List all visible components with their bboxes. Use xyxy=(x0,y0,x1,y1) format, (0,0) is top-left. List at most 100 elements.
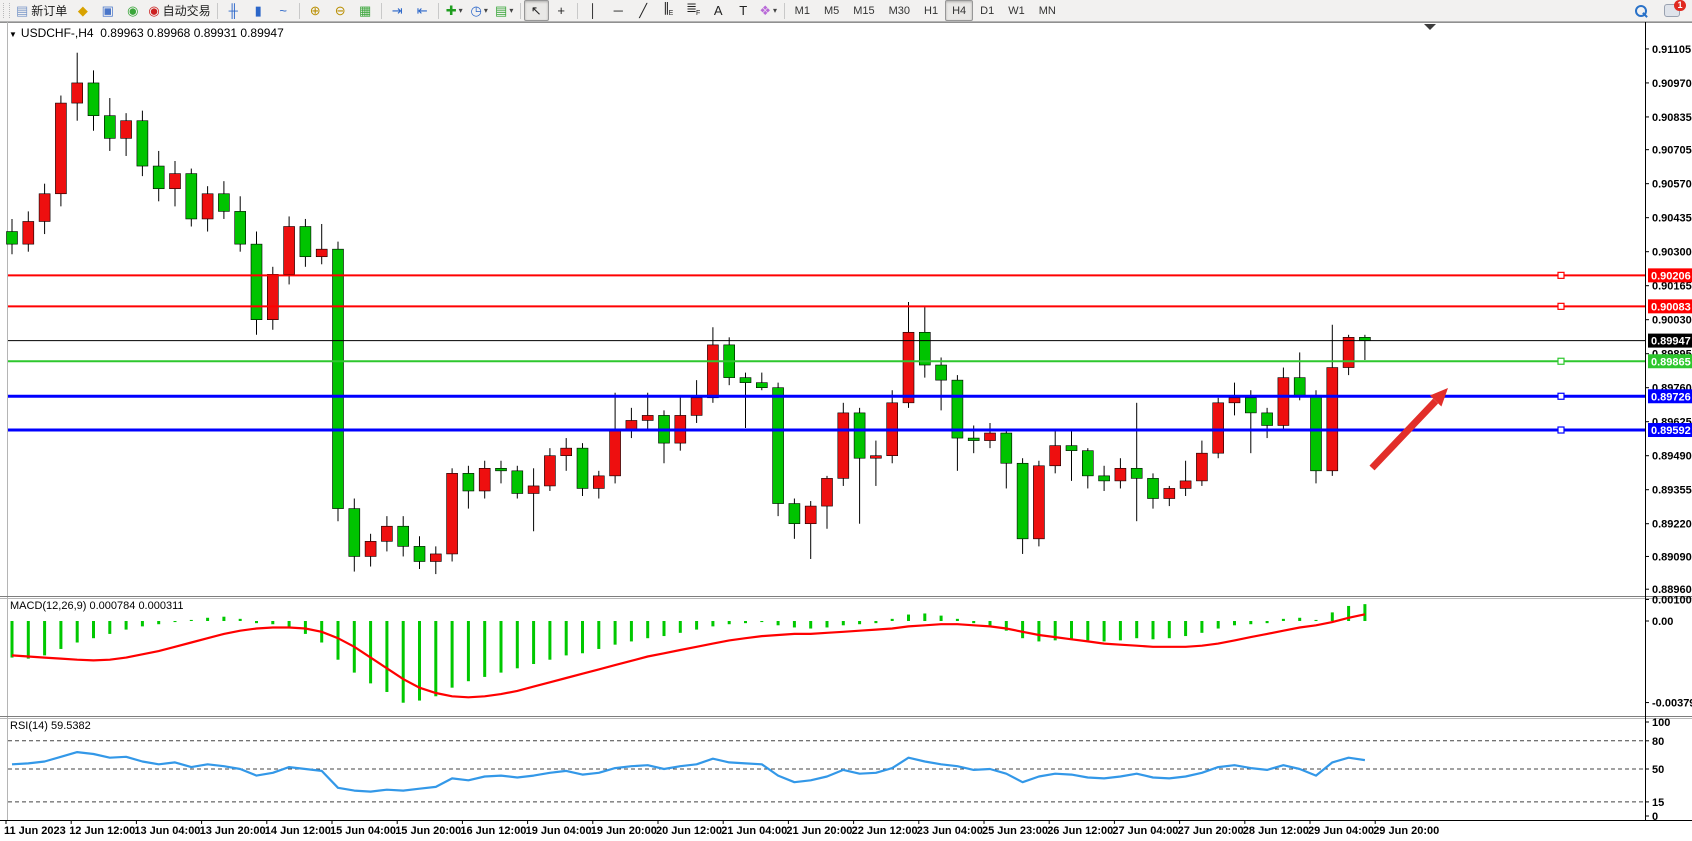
trendline-button[interactable]: ╱ xyxy=(631,0,656,21)
periods-button[interactable]: ◷ ▾ xyxy=(467,0,492,21)
svg-text:0.89726: 0.89726 xyxy=(1651,391,1691,403)
candle xyxy=(348,498,361,572)
trendline-icon: ╱ xyxy=(639,3,648,18)
data-window-button[interactable]: ▣ xyxy=(95,0,120,21)
timeframe-mn[interactable]: MN xyxy=(1032,0,1063,21)
svg-text:0.00: 0.00 xyxy=(1652,616,1673,628)
price-axis[interactable]: 0.91105 0.90970 0.90835 0.90705 0.90570 0.904… xyxy=(1645,44,1692,596)
one-click-trading-toggle[interactable]: ▼ xyxy=(9,30,17,39)
timeframe-d1[interactable]: D1 xyxy=(973,0,1001,21)
svg-text:19 Jun 20:00: 19 Jun 20:00 xyxy=(591,825,657,837)
fibonacci-button[interactable]: ≣F xyxy=(681,0,706,21)
candle xyxy=(218,181,230,219)
toolbar-separator xyxy=(216,2,218,19)
svg-text:14 Jun 12:00: 14 Jun 12:00 xyxy=(265,825,331,837)
templates-button[interactable]: ▤ ▾ xyxy=(492,0,517,21)
svg-text:-0.003793: -0.003793 xyxy=(1652,698,1692,710)
notifications-button[interactable]: 1 xyxy=(1659,0,1686,21)
chart-shift-button[interactable]: ⇤ xyxy=(410,0,435,21)
charts-button[interactable]: ◆ xyxy=(70,0,95,21)
toolbar-separator xyxy=(783,2,785,19)
broadcast-icon: ◉ xyxy=(127,3,139,18)
toolbar-grip[interactable] xyxy=(3,3,10,18)
hline-objects[interactable] xyxy=(8,271,1645,434)
candle xyxy=(87,70,100,131)
candle xyxy=(1359,334,1371,360)
candle xyxy=(283,216,295,285)
candle xyxy=(152,150,165,202)
svg-text:15 Jun 04:00: 15 Jun 04:00 xyxy=(330,825,396,837)
timeframe-m5[interactable]: M5 xyxy=(817,0,846,21)
chevron-down-icon[interactable]: ▾ xyxy=(483,6,488,15)
svg-text:0.88960: 0.88960 xyxy=(1652,584,1692,596)
rsi-value: 59.5382 xyxy=(50,720,91,732)
candle xyxy=(55,95,67,207)
svg-text:27 Jun 04:00: 27 Jun 04:00 xyxy=(1112,825,1178,837)
svg-text:0.91105: 0.91105 xyxy=(1652,44,1691,56)
candles-icon: ▮ xyxy=(254,3,262,18)
line-handle[interactable] xyxy=(1557,271,1565,279)
autotrading-button-label: 自动交易 xyxy=(162,4,211,18)
candle xyxy=(935,357,947,411)
line-handle[interactable] xyxy=(1557,357,1565,365)
chevron-down-icon[interactable]: ▾ xyxy=(509,6,514,15)
signals-button[interactable]: ◉ xyxy=(120,0,145,21)
rsi-axis: 100 80 50 15 0 xyxy=(1645,717,1670,823)
candle xyxy=(136,110,149,177)
auto-scroll-button[interactable]: ⇥ xyxy=(385,0,410,21)
search-button[interactable] xyxy=(1628,0,1653,21)
candle xyxy=(1130,402,1143,522)
candlestick-chart-button[interactable]: ▮ xyxy=(246,0,271,21)
new-order-button[interactable]: ▤ 新订单 xyxy=(13,0,70,21)
indicators-button[interactable]: ✚ ▾ xyxy=(442,0,467,21)
svg-text:29 Jun 04:00: 29 Jun 04:00 xyxy=(1308,825,1374,837)
zoom-out-button[interactable]: ⊖ xyxy=(328,0,353,21)
ohlc-values-label: 0.89963 0.89968 0.89931 0.89947 xyxy=(100,26,284,40)
timeframe-m15[interactable]: M15 xyxy=(846,0,881,21)
line-icon: ~ xyxy=(279,3,287,18)
svg-text:0.89947: 0.89947 xyxy=(1651,336,1691,348)
zoom-in-button[interactable]: ⊕ xyxy=(303,0,328,21)
tile-windows-button[interactable]: ▦ xyxy=(353,0,378,21)
timeframe-h4[interactable]: H4 xyxy=(945,0,974,21)
line-handle[interactable] xyxy=(1557,302,1565,310)
vertical-line-button[interactable]: │ xyxy=(581,0,606,21)
bar-chart-button[interactable]: ╫ xyxy=(221,0,246,21)
candle xyxy=(1147,473,1159,509)
candle xyxy=(674,395,687,451)
chevron-down-icon[interactable]: ▾ xyxy=(772,6,777,15)
line-chart-button[interactable]: ~ xyxy=(271,0,296,21)
svg-text:28 Jun 12:00: 28 Jun 12:00 xyxy=(1243,825,1309,837)
timeframe-m30-label: M30 xyxy=(888,4,911,17)
channel-button[interactable]: ∥E xyxy=(656,0,681,21)
chevron-down-icon[interactable]: ▾ xyxy=(458,6,463,15)
timeframe-h1[interactable]: H1 xyxy=(917,0,945,21)
rsi-indicator-label: RSI(14) 59.5382 xyxy=(10,720,91,732)
hline-icon: ─ xyxy=(613,3,623,18)
svg-text:0.90970: 0.90970 xyxy=(1652,78,1692,90)
macd-signal-line xyxy=(11,613,1366,699)
template-icon: ▤ xyxy=(495,3,508,18)
arrows-button[interactable]: ❖ ▾ xyxy=(756,0,781,21)
zoom-in-icon: ⊕ xyxy=(309,3,321,18)
timeframe-w1[interactable]: W1 xyxy=(1001,0,1032,21)
text-label-button[interactable]: T xyxy=(731,0,756,21)
timeframe-m30[interactable]: M30 xyxy=(882,0,917,21)
text-button[interactable]: A xyxy=(706,0,731,21)
candle xyxy=(1016,458,1029,554)
line-handle[interactable] xyxy=(1557,426,1565,434)
chart-shift-marker[interactable] xyxy=(1424,24,1436,30)
cursor-button[interactable]: ↖ xyxy=(523,0,549,21)
line-handle[interactable] xyxy=(1557,392,1565,400)
horizontal-line-button[interactable]: ─ xyxy=(606,0,631,21)
time-axis[interactable]: 11 Jun 2023 12 Jun 12:00 13 Jun 04:00 13 Ju… xyxy=(4,820,1439,837)
rsi-name: RSI(14) xyxy=(10,720,48,732)
autotrading-button[interactable]: ◉ 自动交易 xyxy=(145,0,213,21)
timeframe-m1[interactable]: M1 xyxy=(788,0,817,21)
auto-scroll-icon: ⇥ xyxy=(391,3,403,18)
fibonacci-icon: ≣F xyxy=(686,0,701,18)
svg-text:50: 50 xyxy=(1652,764,1664,776)
crosshair-button[interactable]: + xyxy=(549,0,574,21)
annotation-arrow[interactable] xyxy=(1369,388,1448,471)
